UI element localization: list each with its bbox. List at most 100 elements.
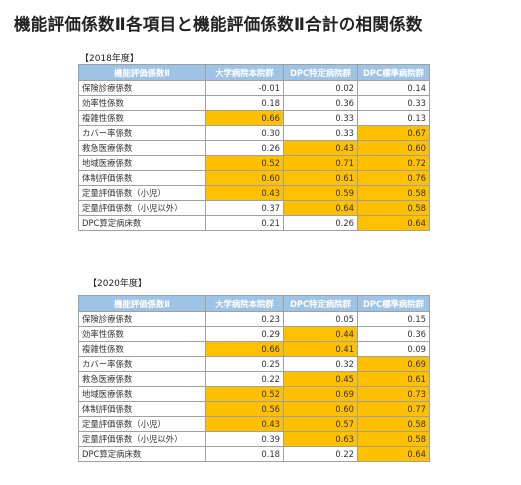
value-cell: 0.63 [283,431,358,447]
value-cell: 0.64 [283,200,358,216]
table-row: 体制評価係数 0.60 0.61 0.76 [78,170,430,186]
row-label: 保険診療係数 [78,80,206,96]
row-label: 定量評価係数（小児） [78,185,206,201]
header-cell: DPC特定病院群 [283,64,358,81]
value-cell: 0.09 [357,341,430,357]
row-label: DPC算定病床数 [78,215,206,231]
table-row: 効率性係数 0.29 0.44 0.36 [78,326,430,342]
section-label-2018: 【2018年度】 [80,54,139,64]
row-label: 地域医療係数 [78,155,206,171]
table-row: 効率性係数 0.18 0.36 0.33 [78,95,430,111]
value-cell: 0.41 [283,341,358,357]
value-cell: 0.26 [205,140,284,156]
value-cell: 0.77 [357,401,430,417]
table-row: 複雑性係数 0.66 0.33 0.13 [78,110,430,126]
table-row: 複雑性係数 0.66 0.41 0.09 [78,341,430,357]
row-label: 複雑性係数 [78,110,206,126]
table-row: 救急医療係数 0.22 0.45 0.61 [78,371,430,387]
correlation-table-2020: 機能評価係数Ⅱ 大学病院本院群 DPC特定病院群 DPC標準病院群 保険診療係数… [78,295,430,462]
table-header-row: 機能評価係数Ⅱ 大学病院本院群 DPC特定病院群 DPC標準病院群 [78,64,430,81]
value-cell: 0.22 [283,446,358,462]
table-row: 体制評価係数 0.56 0.60 0.77 [78,401,430,417]
row-label: 地域医療係数 [78,386,206,402]
value-cell: 0.64 [357,446,430,462]
value-cell: 0.43 [205,185,284,201]
value-cell: 0.43 [283,140,358,156]
value-cell: 0.14 [357,80,430,96]
value-cell: 0.33 [357,95,430,111]
row-label: 効率性係数 [78,326,206,342]
value-cell: 0.71 [283,155,358,171]
value-cell: 0.15 [357,311,430,327]
value-cell: 0.56 [205,401,284,417]
table-body: 保険診療係数 -0.01 0.02 0.14 効率性係数 0.18 0.36 0.33 複雑性係… [78,80,430,231]
value-cell: 0.22 [205,371,284,387]
value-cell: 0.72 [357,155,430,171]
value-cell: 0.33 [283,110,358,126]
table-header-row: 機能評価係数Ⅱ 大学病院本院群 DPC特定病院群 DPC標準病院群 [78,295,430,312]
row-label: 効率性係数 [78,95,206,111]
header-cell: 機能評価係数Ⅱ [78,64,206,81]
value-cell: 0.45 [283,371,358,387]
row-label: 複雑性係数 [78,341,206,357]
section-label-2020: 【2020年度】 [88,279,147,289]
table-row: 定量評価係数（小児以外） 0.37 0.64 0.58 [78,200,430,216]
value-cell: 0.36 [357,326,430,342]
table-row: カバー率係数 0.25 0.32 0.69 [78,356,430,372]
page-title: 機能評価係数Ⅱ各項目と機能評価係数Ⅱ合計の相関係数 [14,15,423,34]
value-cell: 0.73 [357,386,430,402]
value-cell: 0.30 [205,125,284,141]
correlation-table-2018: 機能評価係数Ⅱ 大学病院本院群 DPC特定病院群 DPC標準病院群 保険診療係数… [78,64,430,231]
value-cell: 0.58 [357,416,430,432]
value-cell: 0.69 [357,356,430,372]
header-cell: DPC特定病院群 [283,295,358,312]
table-row: 保険診療係数 0.23 0.05 0.15 [78,311,430,327]
row-label: 保険診療係数 [78,311,206,327]
table-row: DPC算定病床数 0.18 0.22 0.64 [78,446,430,462]
value-cell: 0.64 [357,215,430,231]
table-row: 定量評価係数（小児以外） 0.39 0.63 0.58 [78,431,430,447]
value-cell: 0.60 [283,401,358,417]
value-cell: 0.25 [205,356,284,372]
value-cell: 0.58 [357,431,430,447]
value-cell: 0.58 [357,185,430,201]
value-cell: 0.66 [205,341,284,357]
table-row: 定量評価係数（小児） 0.43 0.59 0.58 [78,185,430,201]
table-row: DPC算定病床数 0.21 0.26 0.64 [78,215,430,231]
value-cell: 0.02 [283,80,358,96]
row-label: カバー率係数 [78,356,206,372]
value-cell: 0.61 [357,371,430,387]
row-label: 救急医療係数 [78,140,206,156]
value-cell: 0.43 [205,416,284,432]
header-cell: 大学病院本院群 [205,64,284,81]
table-row: カバー率係数 0.30 0.33 0.67 [78,125,430,141]
row-label: 定量評価係数（小児以外） [78,431,206,447]
table-row: 定量評価係数（小児） 0.43 0.57 0.58 [78,416,430,432]
value-cell: 0.33 [283,125,358,141]
value-cell: 0.59 [283,185,358,201]
row-label: カバー率係数 [78,125,206,141]
header-cell: DPC標準病院群 [357,64,430,81]
table-row: 救急医療係数 0.26 0.43 0.60 [78,140,430,156]
table-body: 保険診療係数 0.23 0.05 0.15 効率性係数 0.29 0.44 0.36 複雑性係数… [78,311,430,462]
value-cell: 0.67 [357,125,430,141]
row-label: 救急医療係数 [78,371,206,387]
row-label: 定量評価係数（小児） [78,416,206,432]
header-cell: 機能評価係数Ⅱ [78,295,206,312]
value-cell: 0.26 [283,215,358,231]
row-label: DPC算定病床数 [78,446,206,462]
value-cell: 0.52 [205,155,284,171]
value-cell: -0.01 [205,80,284,96]
value-cell: 0.58 [357,200,430,216]
row-label: 体制評価係数 [78,170,206,186]
value-cell: 0.32 [283,356,358,372]
value-cell: 0.57 [283,416,358,432]
value-cell: 0.29 [205,326,284,342]
table-row: 保険診療係数 -0.01 0.02 0.14 [78,80,430,96]
value-cell: 0.76 [357,170,430,186]
row-label: 体制評価係数 [78,401,206,417]
row-label: 定量評価係数（小児以外） [78,200,206,216]
value-cell: 0.23 [205,311,284,327]
value-cell: 0.18 [205,95,284,111]
value-cell: 0.60 [357,140,430,156]
